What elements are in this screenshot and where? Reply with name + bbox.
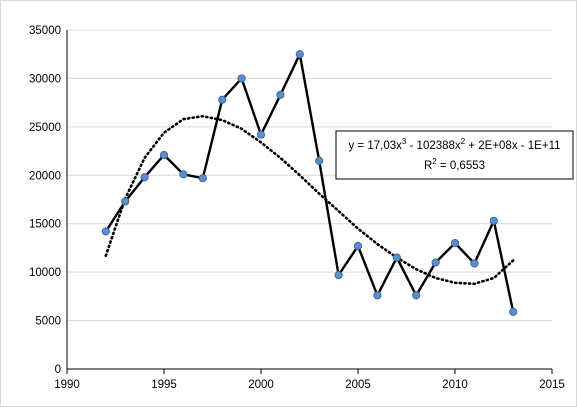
equation-exponent-3: 3 bbox=[402, 137, 407, 146]
trendline-equation-box: y = 17,03x3 - 102388x2 + 2E+08x - 1E+11 … bbox=[335, 130, 574, 180]
equation-box-frame bbox=[335, 130, 574, 180]
y-axis-ticks: 0 5000 10000 15000 20000 25000 30000 35000 bbox=[29, 25, 61, 376]
data-point bbox=[334, 270, 343, 280]
trendline-equation: y = 17,03x3 - 102388x2 + 2E+08x - 1E+11 bbox=[348, 137, 560, 152]
data-point bbox=[431, 258, 440, 267]
y-tick-label: 0 bbox=[55, 364, 61, 376]
data-point bbox=[218, 95, 227, 104]
y-tick-label: 20000 bbox=[29, 170, 61, 182]
data-point bbox=[295, 50, 304, 59]
data-point bbox=[412, 291, 421, 300]
equation-exponent-2: 2 bbox=[461, 137, 466, 146]
equation-middle: - 102388x bbox=[406, 140, 461, 152]
data-point bbox=[450, 238, 460, 248]
data-point bbox=[392, 253, 401, 262]
axes bbox=[66, 30, 552, 370]
y-tick-label: 10000 bbox=[29, 267, 61, 279]
r-squared-exponent: 2 bbox=[432, 157, 437, 166]
data-point bbox=[470, 259, 479, 268]
data-point bbox=[179, 170, 188, 179]
data-point bbox=[315, 156, 324, 165]
r-squared-prefix: R bbox=[424, 160, 432, 172]
data-point bbox=[256, 130, 266, 139]
data-point bbox=[489, 216, 498, 225]
x-tick-label: 1990 bbox=[54, 379, 80, 391]
y-tick-label: 5000 bbox=[35, 316, 61, 328]
series-line bbox=[104, 53, 515, 313]
r-squared-value: = 0,6553 bbox=[437, 160, 485, 172]
data-point bbox=[237, 74, 246, 83]
data-point bbox=[276, 90, 285, 99]
polynomial-trendline bbox=[104, 114, 515, 286]
y-tick-label: 15000 bbox=[29, 219, 61, 231]
y-tick-label: 25000 bbox=[29, 122, 61, 134]
x-tick-label: 2005 bbox=[345, 379, 371, 391]
data-point bbox=[159, 150, 169, 160]
y-tick-label: 35000 bbox=[29, 25, 61, 37]
x-tick-label: 2000 bbox=[248, 379, 274, 391]
equation-suffix: + 2E+08x - 1E+11 bbox=[465, 140, 560, 152]
equation-prefix: y = 17,03x bbox=[348, 140, 402, 152]
x-tick-label: 2010 bbox=[442, 379, 468, 391]
data-point bbox=[121, 197, 130, 206]
data-point bbox=[509, 307, 518, 316]
plot-area bbox=[101, 50, 518, 316]
data-point bbox=[353, 241, 363, 251]
r-squared: R2 = 0,6553 bbox=[424, 157, 485, 172]
x-tick-label: 2015 bbox=[539, 379, 565, 391]
data-point bbox=[140, 173, 149, 182]
data-point bbox=[101, 227, 110, 236]
data-point bbox=[373, 291, 382, 300]
data-point bbox=[198, 174, 207, 183]
x-tick-label: 1995 bbox=[151, 379, 177, 391]
x-axis-ticks: 1990 1995 2000 2005 2010 2015 bbox=[54, 369, 565, 391]
y-tick-label: 30000 bbox=[29, 73, 61, 85]
